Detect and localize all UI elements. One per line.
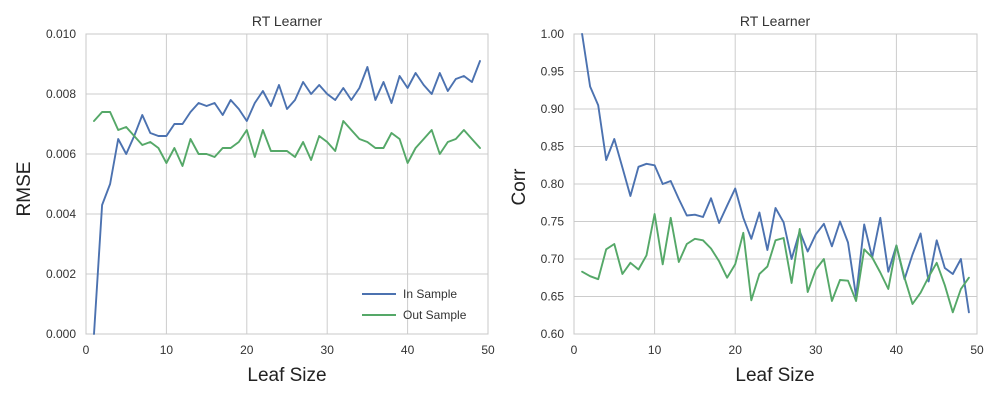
rmse-x-tick-label: 10 <box>160 343 174 357</box>
corr-y-tick-label: 0.60 <box>541 327 565 341</box>
rmse-chart-title: RT Learner <box>252 13 323 29</box>
corr-x-tick-label: 10 <box>648 343 662 357</box>
rmse-in-sample-line <box>93 60 481 335</box>
corr-in-sample-line <box>581 33 970 314</box>
corr-chart-title: RT Learner <box>740 13 811 29</box>
rmse-x-tick-label: 30 <box>321 343 335 357</box>
rmse-x-tick-label: 50 <box>481 343 495 357</box>
rmse-chart: RT Learner Leaf Size RMSE 0 10 20 30 40 50 0.0… <box>14 13 495 386</box>
corr-y-tick-label: 0.90 <box>541 102 565 116</box>
corr-y-tick-label: 0.70 <box>541 252 565 266</box>
rmse-y-tick-label: 0.006 <box>46 147 76 161</box>
rmse-plot-frame <box>85 33 489 335</box>
corr-chart-ylabel: Corr <box>509 168 530 206</box>
corr-plot-frame <box>573 33 978 335</box>
rmse-out-sample-line <box>93 111 481 167</box>
corr-x-tick-label: 0 <box>571 343 578 357</box>
rmse-x-tick-label: 20 <box>240 343 254 357</box>
rmse-chart-xlabel: Leaf Size <box>247 365 326 386</box>
corr-y-tick-label: 0.95 <box>541 65 565 79</box>
corr-x-tick-label: 20 <box>729 343 743 357</box>
corr-chart-xlabel: Leaf Size <box>735 365 814 386</box>
corr-y-tick-label: 0.80 <box>541 177 565 191</box>
rmse-x-tick-label: 0 <box>83 343 90 357</box>
corr-x-tick-label: 50 <box>970 343 984 357</box>
corr-y-tick-label: 1.00 <box>541 27 565 41</box>
rmse-y-tick-label: 0.002 <box>46 267 76 281</box>
corr-y-tick-label: 0.75 <box>541 215 565 229</box>
rmse-y-tick-label: 0.000 <box>46 327 76 341</box>
legend-label-in-sample: In Sample <box>403 287 457 301</box>
corr-y-tick-label: 0.85 <box>541 140 565 154</box>
corr-x-tick-label: 40 <box>890 343 904 357</box>
rmse-chart-ylabel: RMSE <box>14 162 35 217</box>
rmse-y-tick-label: 0.004 <box>46 207 76 221</box>
rmse-y-tick-label: 0.010 <box>46 27 76 41</box>
corr-x-tick-label: 30 <box>809 343 823 357</box>
rmse-x-tick-label: 40 <box>401 343 415 357</box>
legend-label-out-sample: Out Sample <box>403 308 467 322</box>
rmse-legend: In Sample Out Sample <box>362 287 467 322</box>
corr-y-tick-label: 0.65 <box>541 290 565 304</box>
corr-chart: RT Learner Leaf Size Corr 0 10 20 30 40 50 0.6… <box>509 13 984 386</box>
corr-out-sample-line <box>581 213 970 314</box>
rmse-y-tick-label: 0.008 <box>46 87 76 101</box>
